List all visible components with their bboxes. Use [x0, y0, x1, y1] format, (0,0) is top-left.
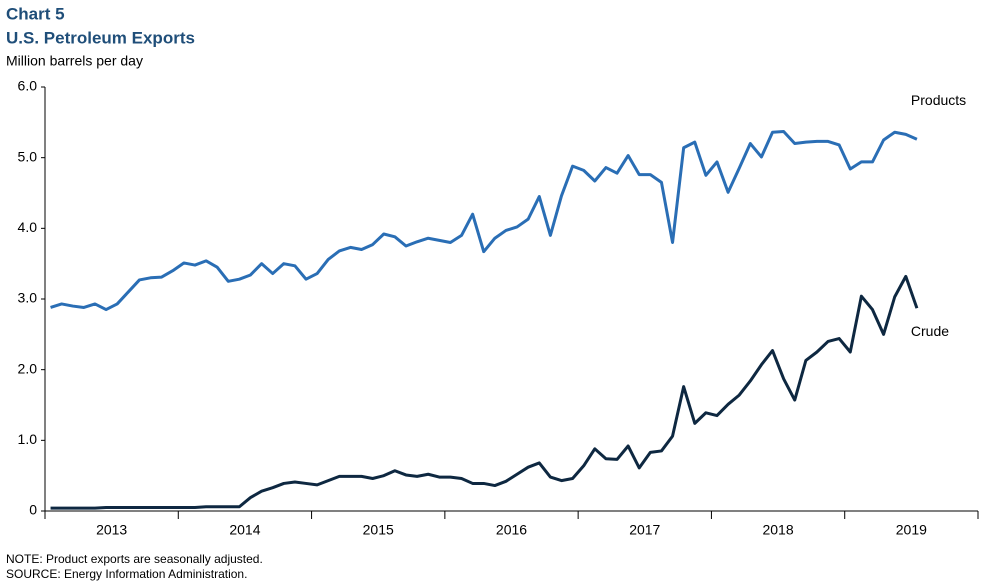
x-tick-label: 2019	[896, 522, 927, 538]
x-tick-label: 2017	[629, 522, 660, 538]
series-label: Crude	[911, 323, 949, 339]
y-tick-label: 6.0	[18, 78, 38, 94]
x-tick-label: 2018	[762, 522, 793, 538]
y-tick-label: 5.0	[18, 148, 38, 164]
note: NOTE: Product exports are seasonally adj…	[6, 552, 263, 566]
y-tick-label: 4.0	[18, 219, 38, 235]
line-series	[50, 274, 919, 510]
x-tick-label: 2013	[96, 522, 127, 538]
x-tick-label: 2014	[229, 522, 260, 538]
series-label: Products	[911, 92, 966, 108]
x-tick-label: 2016	[496, 522, 527, 538]
y-tick-label: 0	[29, 502, 37, 518]
y-tick-label: 2.0	[18, 360, 38, 376]
chart-title: Chart 5	[6, 4, 65, 23]
y-axis-label: Million barrels per day	[6, 53, 143, 69]
x-tick-label: 2015	[363, 522, 394, 538]
y-tick-label: 1.0	[18, 431, 38, 447]
note: SOURCE: Energy Information Administratio…	[6, 567, 247, 581]
y-tick-label: 3.0	[18, 290, 38, 306]
chart-subtitle: U.S. Petroleum Exports	[6, 28, 195, 47]
line-series	[50, 130, 918, 312]
